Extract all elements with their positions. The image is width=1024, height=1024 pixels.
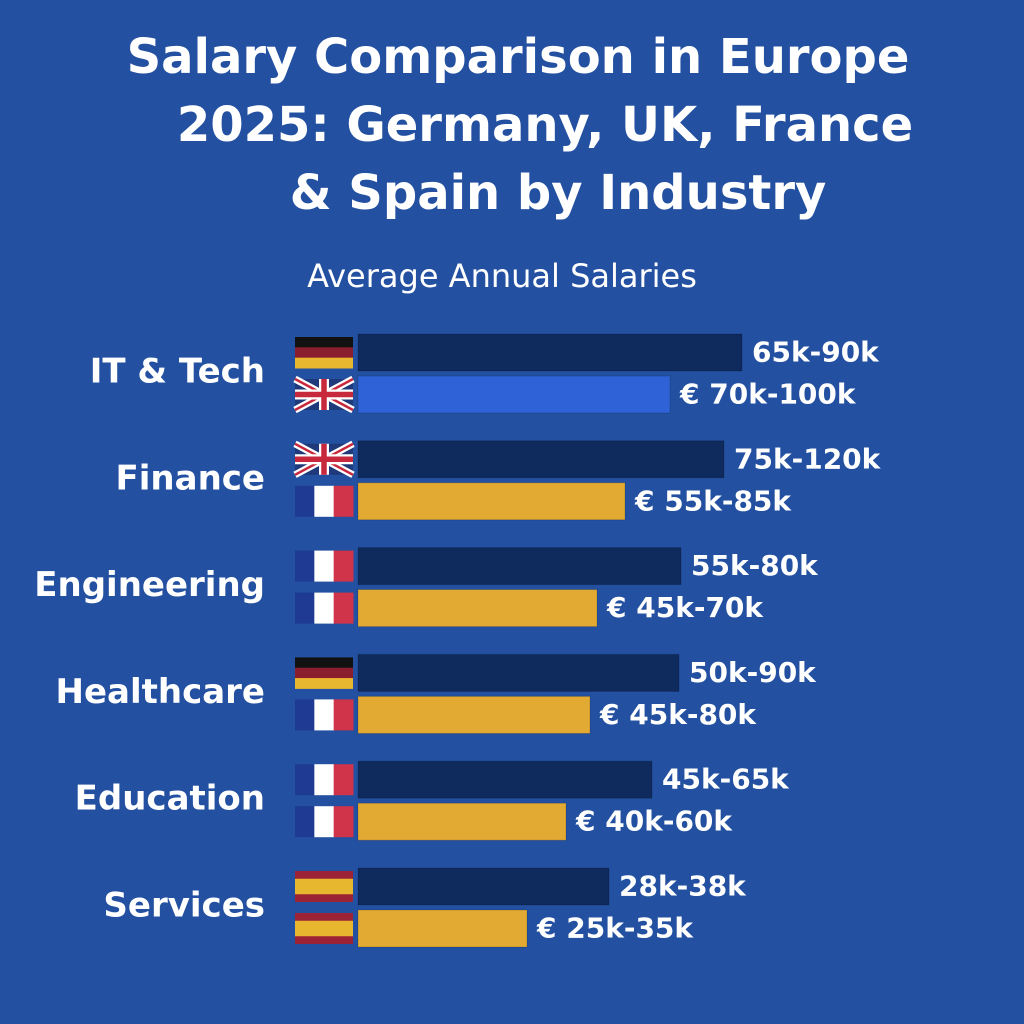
title-line: 2025: Germany, UK, France [177, 97, 913, 153]
flag-stripe [295, 592, 315, 624]
flag-stripe [333, 806, 354, 838]
flag [295, 806, 354, 838]
bar-label: € 55k-85k [634, 484, 792, 517]
bar-label: 45k-65k [662, 763, 790, 796]
industry-group: Services 28k-38k € 25k-35k [103, 867, 747, 948]
category-label: Education [75, 779, 265, 819]
flag [295, 485, 354, 517]
category-label: IT & Tech [90, 352, 265, 392]
industry-group: Engineering 55k-80k € 45k-70k [34, 547, 819, 628]
bar-label: 75k-120k [734, 442, 882, 475]
flag-cross [295, 379, 353, 410]
bar-label: € 40k-60k [575, 805, 733, 838]
industry-group: IT & Tech 65k-90k € 70k-100k [90, 333, 880, 414]
flag [293, 375, 355, 414]
flag [295, 913, 353, 944]
bar [357, 760, 653, 799]
flag-stripe [314, 485, 335, 517]
flag [295, 337, 353, 369]
flag-stripe [295, 337, 353, 348]
flag-stripe [314, 550, 335, 582]
bar-label: 65k-90k [752, 336, 880, 369]
flag-stripe [295, 699, 315, 731]
flag-stripe [295, 806, 315, 838]
category-label: Finance [116, 458, 265, 498]
bar [357, 375, 671, 414]
industry-group: Finance 75k-120k € 55k-85k [116, 440, 882, 521]
flag-stripe [295, 657, 353, 669]
flag-stripe [295, 764, 315, 796]
flag-stripe [295, 550, 315, 582]
flag [295, 871, 353, 902]
bar [357, 867, 610, 906]
flag-stripe [314, 592, 335, 624]
flag-stripe [333, 699, 354, 731]
bar [357, 547, 682, 586]
bar-label: 50k-90k [689, 656, 817, 689]
bar-label: € 45k-80k [599, 698, 757, 731]
flag-cross [295, 443, 353, 475]
title-line: & Spain by Industry [290, 165, 827, 221]
flag [295, 592, 354, 624]
flag-stripe [333, 764, 354, 796]
bar [357, 909, 528, 948]
flag-stripe [314, 806, 335, 838]
category-label: Healthcare [56, 672, 266, 712]
flag [295, 764, 354, 796]
flag-stripe [333, 592, 354, 624]
bar-label: € 45k-70k [606, 591, 764, 624]
bar-label: € 70k-100k [679, 378, 857, 411]
flag-stripe [333, 550, 354, 582]
bar [357, 589, 598, 628]
flag-stripe [314, 764, 335, 796]
industry-group: Education 45k-65k € 40k-60k [75, 760, 790, 841]
bar [357, 333, 743, 372]
title-line: Salary Comparison in Europe [127, 29, 910, 85]
flag-stripe [295, 878, 353, 895]
flag-stripe [295, 347, 353, 359]
bar [357, 695, 591, 734]
flag-stripe [314, 699, 335, 731]
bar-label: € 25k-35k [536, 912, 694, 945]
flag-stripe [295, 357, 353, 369]
bar [357, 482, 626, 521]
flag-stripe [295, 667, 353, 679]
bar [357, 802, 567, 841]
flag [295, 550, 354, 582]
category-label: Engineering [34, 565, 265, 605]
flag [295, 699, 354, 731]
flag-stripe [333, 485, 354, 517]
bar-label: 28k-38k [619, 870, 747, 903]
flag [293, 440, 355, 478]
flag-stripe [295, 678, 353, 689]
bar [357, 653, 680, 692]
category-label: Services [103, 886, 265, 926]
flag-stripe [295, 485, 315, 517]
subtitle: Average Annual Salaries [307, 257, 697, 295]
bar [357, 440, 725, 479]
bar-label: 55k-80k [691, 549, 819, 582]
industry-group: Healthcare 50k-90k € 45k-80k [56, 653, 817, 734]
flag [295, 657, 353, 689]
flag-stripe [295, 920, 353, 937]
